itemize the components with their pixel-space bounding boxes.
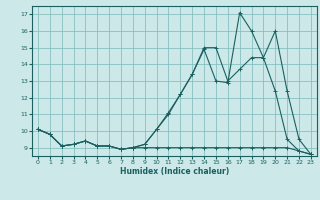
X-axis label: Humidex (Indice chaleur): Humidex (Indice chaleur) [120,167,229,176]
